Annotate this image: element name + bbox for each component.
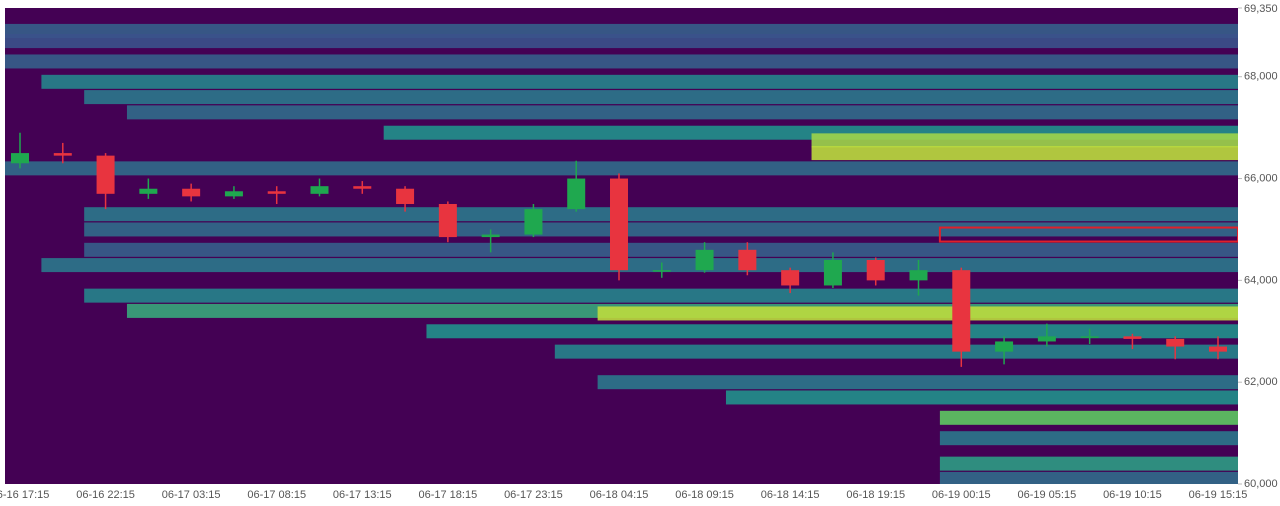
heatmap-band — [84, 242, 1238, 257]
heatmap-band — [5, 54, 1238, 69]
highlight-box — [938, 226, 1238, 243]
candle-body — [53, 153, 72, 156]
heatmap-band — [597, 306, 1238, 321]
candle-body — [267, 191, 286, 194]
candle-body — [139, 188, 158, 194]
candle-body — [353, 186, 372, 189]
candle-body — [567, 178, 586, 210]
candle-body — [96, 155, 115, 194]
heatmap-band — [84, 207, 1238, 222]
x-tick-label: 06-18 14:15 — [761, 489, 820, 501]
y-tick-label: 68,000 — [1244, 71, 1278, 83]
candle-body — [866, 260, 885, 281]
heatmap-band — [939, 456, 1238, 471]
candle-body — [1037, 336, 1056, 342]
candle-body — [610, 178, 628, 271]
candle-body — [781, 270, 800, 286]
x-tick-label: 06-19 05:15 — [1017, 489, 1076, 501]
y-tick-label: 69,350 — [1244, 3, 1278, 15]
heatmap-band — [426, 324, 1238, 339]
heatmap-band — [84, 90, 1238, 105]
x-tick-label: 06-18 09:15 — [675, 489, 734, 501]
heatmap-band — [126, 105, 1238, 120]
x-tick-label: 06-17 18:15 — [418, 489, 477, 501]
candle-body — [11, 153, 29, 164]
candle-body — [738, 249, 757, 271]
candle-body — [952, 270, 971, 352]
heatmap-band — [5, 34, 1238, 49]
y-tick-label: 66,000 — [1244, 172, 1278, 184]
heatmap-band — [84, 222, 1238, 237]
candle-body — [1123, 336, 1142, 339]
x-tick-label: 06-17 23:15 — [504, 489, 563, 501]
heatmap-band — [41, 258, 1238, 273]
candle-body — [823, 260, 842, 286]
heatmap-band — [811, 146, 1238, 161]
x-tick-label: 06-17 03:15 — [162, 489, 221, 501]
heatmap-band — [5, 161, 1238, 176]
heatmap-band — [811, 133, 1238, 148]
x-tick-label: 06-17 13:15 — [333, 489, 392, 501]
heatmap-band — [725, 390, 1238, 405]
candle-body — [182, 188, 201, 197]
candle-body — [695, 249, 714, 271]
candle-body — [1209, 346, 1227, 352]
x-tick-label: 06-16 17:15 — [0, 489, 49, 501]
x-tick-label: 06-19 00:15 — [932, 489, 991, 501]
candle-body — [481, 234, 500, 238]
heatmap-band — [554, 344, 1238, 359]
heatmap-band — [597, 375, 1238, 390]
candle-body — [224, 191, 243, 197]
heatmap-band — [939, 471, 1238, 484]
x-tick-label: 06-18 19:15 — [846, 489, 905, 501]
candle-body — [310, 186, 329, 194]
x-tick-label: 06-19 10:15 — [1103, 489, 1162, 501]
y-tick-label: 64,000 — [1244, 274, 1278, 286]
x-tick-label: 06-16 22:15 — [76, 489, 135, 501]
candle-body — [909, 270, 928, 281]
y-tick-label: 60,000 — [1244, 478, 1278, 490]
x-tick-label: 06-17 08:15 — [247, 489, 306, 501]
heatmap-band — [939, 410, 1238, 425]
candle-body — [396, 188, 415, 204]
heatmap-band — [939, 431, 1238, 446]
x-tick-label: 06-18 04:15 — [590, 489, 649, 501]
candle-body — [652, 270, 671, 272]
candle-body — [995, 341, 1014, 352]
x-tick-label: 06-19 15:15 — [1189, 489, 1248, 501]
candle-body — [438, 204, 457, 238]
candle-body — [1166, 338, 1185, 347]
heatmap-band — [41, 74, 1238, 89]
y-tick-label: 62,000 — [1244, 376, 1278, 388]
candle-body — [1080, 336, 1099, 338]
plot-area — [5, 8, 1238, 484]
candle-body — [524, 209, 543, 235]
heatmap-band — [84, 288, 1238, 303]
